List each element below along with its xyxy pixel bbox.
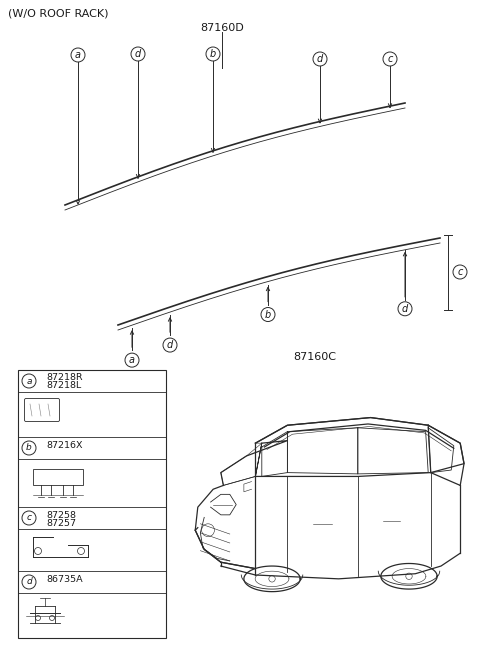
- Circle shape: [313, 52, 327, 66]
- Circle shape: [163, 338, 177, 352]
- Text: d: d: [317, 54, 323, 64]
- Text: 87160C: 87160C: [293, 352, 336, 362]
- Circle shape: [453, 265, 467, 279]
- Text: a: a: [26, 377, 32, 386]
- Text: b: b: [26, 443, 32, 453]
- Circle shape: [22, 441, 36, 455]
- Text: 87160D: 87160D: [200, 23, 244, 33]
- Circle shape: [22, 575, 36, 589]
- Circle shape: [125, 353, 139, 367]
- Text: 86735A: 86735A: [46, 575, 83, 583]
- Text: b: b: [210, 49, 216, 59]
- Text: d: d: [135, 49, 141, 59]
- Circle shape: [383, 52, 397, 66]
- Text: 87257: 87257: [46, 518, 76, 527]
- Circle shape: [22, 511, 36, 525]
- Circle shape: [71, 48, 85, 62]
- Circle shape: [206, 47, 220, 61]
- Bar: [33, 469, 83, 485]
- Text: c: c: [387, 54, 393, 64]
- Text: 87258: 87258: [46, 510, 76, 520]
- Text: 87216X: 87216X: [46, 440, 83, 449]
- Text: c: c: [26, 514, 32, 522]
- Text: 87218R: 87218R: [46, 373, 83, 382]
- Circle shape: [131, 47, 145, 61]
- Text: d: d: [402, 304, 408, 314]
- Text: a: a: [129, 355, 135, 365]
- Text: a: a: [75, 50, 81, 60]
- Text: d: d: [26, 577, 32, 586]
- Text: c: c: [457, 267, 463, 277]
- Circle shape: [261, 308, 275, 321]
- Text: d: d: [167, 340, 173, 350]
- Bar: [18, 370, 166, 638]
- Text: b: b: [265, 310, 271, 319]
- Text: (W/O ROOF RACK): (W/O ROOF RACK): [8, 9, 108, 19]
- Circle shape: [398, 302, 412, 316]
- Circle shape: [22, 374, 36, 388]
- Text: 87218L: 87218L: [46, 382, 81, 390]
